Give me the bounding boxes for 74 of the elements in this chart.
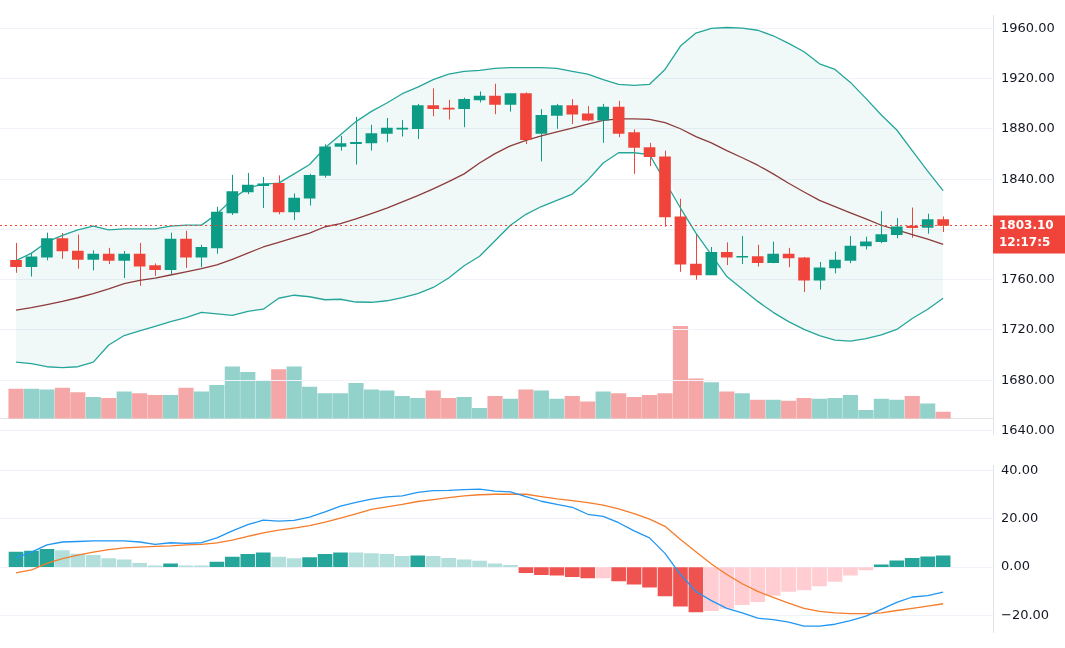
y-tick-label: 20.00 — [1001, 510, 1039, 526]
candlestick — [288, 192, 300, 221]
candlestick — [751, 244, 764, 268]
y-tick-label: 1960.00 — [1001, 19, 1055, 35]
bar — [518, 389, 534, 419]
y-tick-label: 1680.00 — [1001, 371, 1055, 387]
candlestick — [133, 242, 146, 287]
bar — [920, 403, 936, 419]
bar — [116, 391, 132, 419]
candlestick — [829, 251, 841, 274]
candlestick — [690, 232, 702, 281]
y-tick-label: −20.00 — [1001, 606, 1050, 622]
bar — [765, 399, 781, 419]
candlestick — [813, 261, 826, 291]
candlestick — [365, 124, 378, 152]
candlestick — [720, 241, 733, 266]
y-tick-label: 1760.00 — [1001, 271, 1055, 287]
candlestick — [535, 108, 548, 162]
candlestick — [566, 98, 579, 125]
bar — [595, 567, 611, 579]
candlestick — [705, 246, 718, 276]
bar — [502, 398, 519, 419]
bar — [101, 397, 117, 419]
bar — [271, 369, 287, 419]
candlestick — [551, 103, 563, 130]
ref-line-label: 1803.10 — [999, 217, 1054, 232]
bar — [750, 399, 766, 419]
candlestick — [303, 173, 316, 207]
y-tick-label: 1640.00 — [1001, 421, 1055, 437]
candlestick — [241, 172, 254, 195]
candlestick — [736, 235, 749, 265]
candlestick — [41, 232, 53, 261]
candlestick — [180, 230, 192, 269]
candlestick — [25, 252, 38, 278]
candlestick — [10, 242, 22, 274]
candlestick — [226, 174, 239, 216]
bar — [85, 396, 101, 419]
candlestick — [921, 213, 934, 235]
candlestick — [350, 116, 362, 166]
bar — [8, 388, 24, 419]
candlestick — [118, 250, 131, 279]
bar — [163, 563, 178, 567]
y-tick-label: 1720.00 — [1001, 321, 1055, 337]
candlestick — [875, 210, 888, 244]
candlestick — [87, 249, 100, 271]
candlestick — [257, 176, 270, 209]
y-tick-label: 0.00 — [1001, 558, 1030, 574]
y-tick-label: 40.00 — [1001, 462, 1039, 477]
candlestick — [411, 103, 424, 140]
candlestick — [643, 142, 656, 167]
candlestick — [72, 234, 84, 270]
candlestick — [381, 117, 393, 143]
text: 12:17:5 — [999, 234, 1051, 249]
bar — [162, 395, 179, 419]
candlestick — [628, 128, 640, 175]
y-tick-label: 1920.00 — [1001, 70, 1055, 85]
candlestick — [489, 83, 501, 115]
bar — [703, 382, 719, 419]
bar — [904, 396, 920, 419]
candlestick — [890, 217, 903, 239]
bar — [178, 387, 194, 419]
candlestick — [427, 87, 440, 117]
candlestick — [844, 235, 857, 264]
candlestick — [597, 103, 610, 144]
bar — [410, 555, 426, 567]
candlestick — [56, 232, 69, 260]
candlestick — [458, 97, 470, 128]
bar — [734, 393, 750, 419]
bar — [719, 391, 735, 419]
bar — [487, 396, 503, 419]
y-tick-label: 1840.00 — [1001, 170, 1055, 186]
bar — [595, 391, 611, 419]
candlestick — [798, 256, 810, 293]
y-tick-label: 1880.00 — [1001, 120, 1055, 136]
